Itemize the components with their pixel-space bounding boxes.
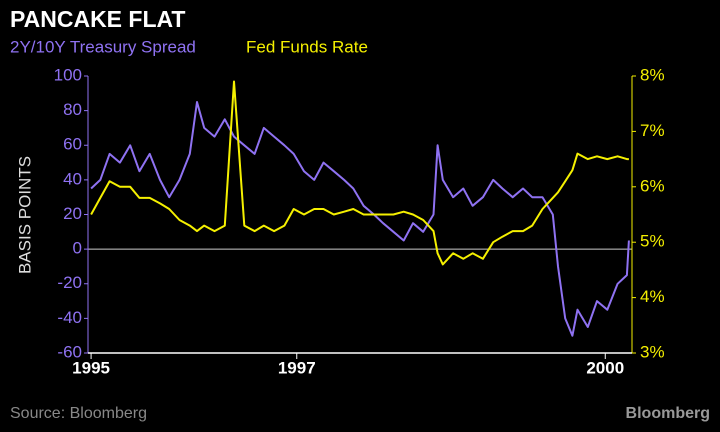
x-tick-label: 1997 (278, 358, 316, 377)
y-tick-label: 100 (54, 65, 82, 84)
x-tick-label: 1995 (72, 358, 110, 377)
y-tick-label: 20 (63, 204, 82, 223)
chart-title: PANCAKE FLAT (10, 6, 185, 32)
y2-tick-label: 3% (640, 342, 665, 361)
y-tick-label: 0 (73, 239, 82, 258)
y-tick-label: -40 (57, 308, 82, 327)
legend-entry: 2Y/10Y Treasury Spread (10, 37, 196, 56)
y2-tick-label: 8% (640, 65, 665, 84)
brand: Bloomberg (626, 405, 710, 422)
source: Source: Bloomberg (10, 405, 147, 422)
y-tick-label: -20 (57, 273, 82, 292)
y2-tick-label: 7% (640, 121, 665, 140)
y2-tick-label: 6% (640, 176, 665, 195)
y-tick-label: 40 (63, 169, 82, 188)
series-line (90, 80, 629, 266)
y-axis-label: BASIS POINTS (15, 156, 34, 274)
legend-entry: Fed Funds Rate (246, 37, 368, 56)
y2-tick-label: 5% (640, 232, 665, 251)
y-tick-label: 80 (63, 100, 82, 119)
y2-tick-label: 4% (640, 287, 665, 306)
series-line (90, 101, 630, 337)
x-tick-label: 2000 (586, 358, 624, 377)
y-tick-label: 60 (63, 135, 82, 154)
y-tick-label: -60 (57, 342, 82, 361)
